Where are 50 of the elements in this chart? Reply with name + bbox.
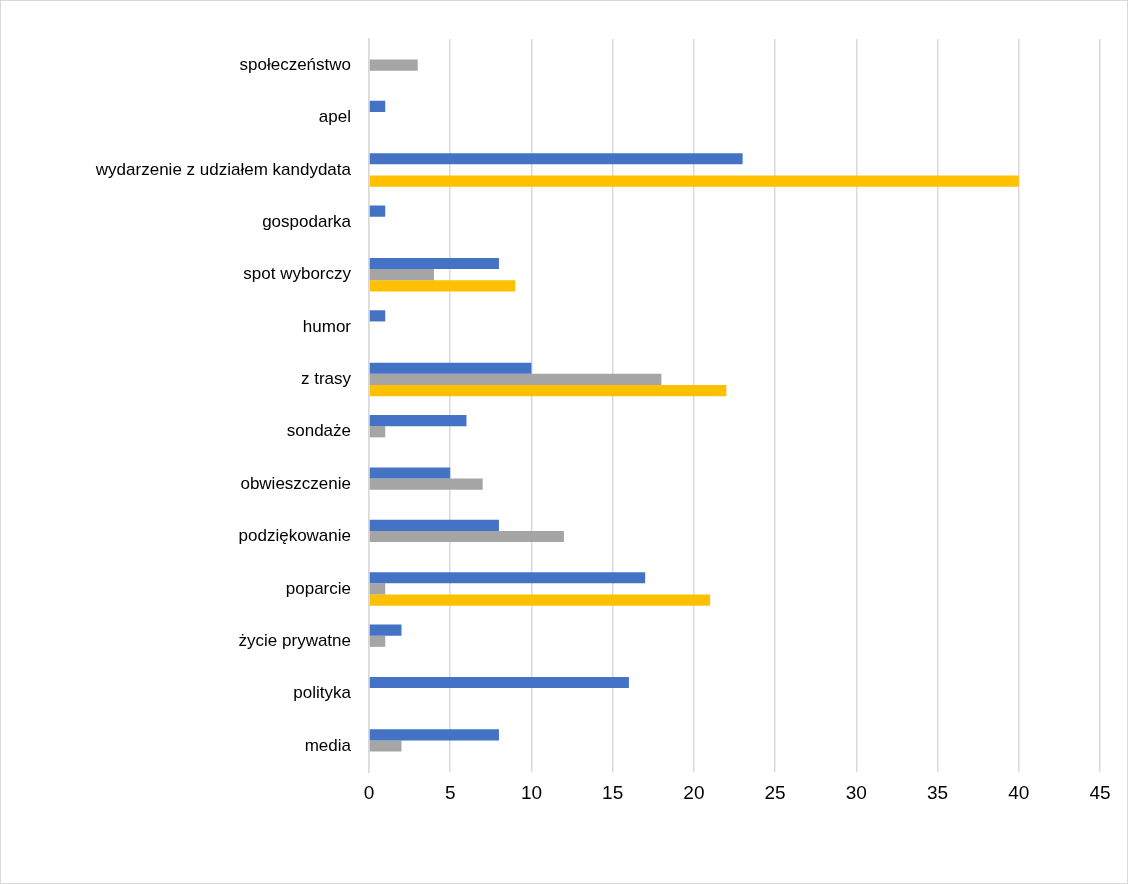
y-tick-label: poparcie xyxy=(285,578,351,598)
bar xyxy=(369,269,434,281)
bar xyxy=(369,624,402,636)
bar xyxy=(369,478,483,490)
x-tick-label: 30 xyxy=(845,781,867,803)
bar xyxy=(369,257,499,270)
y-tick-label: podziękowanie xyxy=(238,526,351,546)
bar xyxy=(369,729,499,741)
bar xyxy=(369,635,386,647)
y-tick-label: wydarzenie z udziałem kandydata xyxy=(94,159,352,179)
bar xyxy=(369,100,386,112)
bar xyxy=(369,59,418,71)
bar xyxy=(369,362,532,374)
bar xyxy=(369,205,386,217)
bar xyxy=(369,519,499,531)
y-tick-label: spot wyborczy xyxy=(243,264,352,284)
y-tick-label: apel xyxy=(318,107,351,127)
x-tick-label: 10 xyxy=(520,781,543,803)
bar xyxy=(369,415,467,427)
bar xyxy=(369,426,386,438)
y-tick-label: życie prywatne xyxy=(238,630,351,650)
x-tick-label: 35 xyxy=(926,781,949,803)
x-tick-label: 20 xyxy=(683,781,705,803)
y-tick-label: społeczeństwo xyxy=(239,54,351,74)
bar xyxy=(369,385,727,397)
bar xyxy=(369,740,402,752)
y-tick-label: media xyxy=(304,735,352,755)
bar xyxy=(369,572,646,584)
y-tick-label: gospodarka xyxy=(262,211,352,231)
y-tick-label: sondaże xyxy=(286,421,351,441)
x-tick-label: 15 xyxy=(602,781,624,803)
bar xyxy=(369,310,386,322)
bar xyxy=(369,530,564,543)
bar xyxy=(369,467,451,479)
x-tick-label: 45 xyxy=(1089,781,1111,803)
bar xyxy=(369,676,629,689)
y-tick-label: humor xyxy=(302,316,352,336)
bar xyxy=(369,594,711,606)
x-tick-label: 40 xyxy=(1008,781,1030,803)
bar xyxy=(369,175,1019,187)
bar xyxy=(369,280,516,292)
bar xyxy=(369,373,662,385)
x-tick-label: 25 xyxy=(764,781,786,803)
y-tick-label: z trasy xyxy=(300,369,352,389)
bar xyxy=(369,153,743,165)
y-tick-label: polityka xyxy=(293,683,352,703)
x-tick-label: 0 xyxy=(363,781,375,803)
x-tick-label: 5 xyxy=(444,781,456,803)
y-tick-label: obwieszczenie xyxy=(240,473,351,493)
bar xyxy=(369,583,386,595)
